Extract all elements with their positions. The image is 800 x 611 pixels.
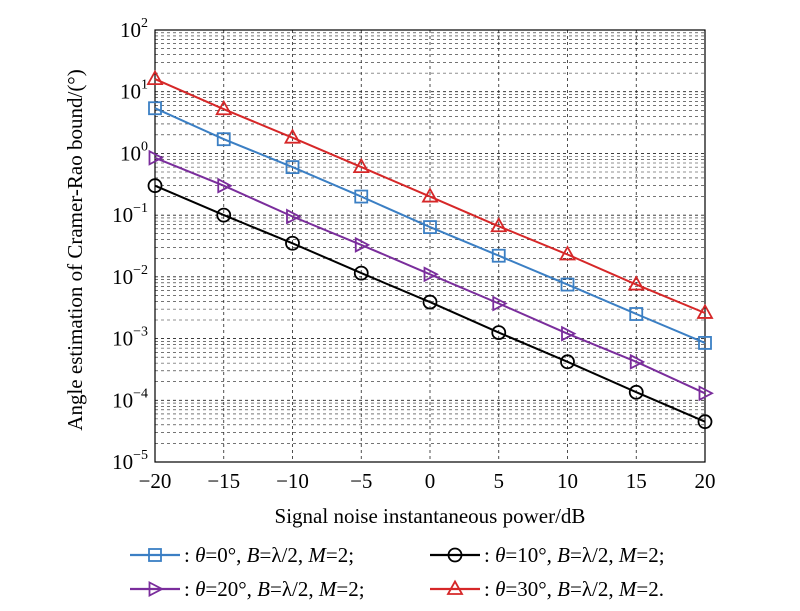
data-point (283, 128, 302, 144)
legend-marker (447, 547, 463, 563)
data-point (696, 303, 714, 319)
data-point (490, 216, 508, 233)
series-triangle-up (146, 69, 714, 319)
data-point (354, 236, 371, 253)
data-point (216, 132, 231, 147)
x-tick-label: 5 (494, 469, 505, 493)
data-point (423, 220, 437, 235)
x-tick-label: 0 (425, 469, 436, 493)
data-point (353, 265, 369, 281)
data-point (558, 245, 577, 261)
legend-item: : θ=0°, B=λ/2, M=2; (130, 543, 354, 567)
legend-label: : θ=30°, B=λ/2, M=2. (484, 577, 664, 601)
y-tick-label: 101 (120, 78, 148, 104)
series-layer (146, 69, 714, 430)
plot-frame (154, 29, 706, 463)
series-square (148, 101, 712, 350)
y-tick-label: 100 (120, 139, 148, 165)
series-line (154, 156, 706, 395)
data-point (216, 207, 232, 223)
y-tick-label: 102 (120, 16, 148, 42)
x-tick-label: −10 (276, 469, 309, 493)
x-axis-title: Signal noise instantaneous power/dB (275, 504, 586, 528)
data-point (698, 336, 712, 350)
data-point (285, 160, 300, 175)
legend-marker (446, 579, 464, 595)
grid (154, 30, 706, 463)
data-point (148, 101, 162, 116)
x-tick-label: −20 (139, 469, 172, 493)
legend-marker (148, 548, 162, 562)
data-point (560, 277, 575, 292)
data-point (146, 69, 164, 86)
series-line (154, 184, 706, 423)
legend-item: : θ=30°, B=λ/2, M=2. (430, 577, 664, 601)
data-point (147, 178, 163, 194)
legend: : θ=0°, B=λ/2, M=2; : θ=10°, B=λ/2, M=2;:… (130, 543, 665, 601)
y-tick-label: 10−3 (112, 325, 148, 351)
data-point (492, 295, 508, 312)
series-circle (147, 178, 713, 430)
x-tick-label: 15 (626, 469, 647, 493)
legend-label: : θ=0°, B=λ/2, M=2; (184, 543, 354, 567)
data-point (422, 294, 438, 310)
y-tick-label: 10−1 (112, 201, 148, 227)
data-point (629, 353, 646, 370)
series-line (154, 78, 706, 314)
data-point (286, 208, 302, 225)
y-tick-label: 10−4 (112, 386, 148, 412)
data-point (352, 157, 370, 174)
legend-item: : θ=10°, B=λ/2, M=2; (430, 543, 665, 567)
data-point (697, 414, 713, 430)
y-tick-label: 10−5 (112, 448, 148, 474)
x-tick-labels: −20 −15 −10 −5 0 5 10 15 20 (139, 469, 716, 493)
data-point (561, 325, 577, 342)
y-axis-title: Angle estimation of Cramer-Rao bound/(°) (63, 69, 87, 430)
data-point (285, 235, 300, 251)
legend-label: : θ=20°, B=λ/2, M=2; (184, 577, 365, 601)
series-line (154, 107, 706, 344)
y-tick-labels: 10−5 10−4 10−3 10−2 10−1 100 101 102 (112, 16, 148, 474)
data-point (217, 177, 233, 194)
legend-label: : θ=10°, B=λ/2, M=2; (484, 543, 665, 567)
data-point (423, 266, 439, 283)
data-point (421, 187, 439, 203)
data-point (627, 275, 645, 291)
x-tick-label: −15 (207, 469, 240, 493)
data-point (560, 354, 575, 370)
legend-marker (148, 581, 164, 597)
x-tick-label: 10 (557, 469, 578, 493)
data-point (215, 99, 233, 116)
y-tick-label: 10−2 (112, 263, 148, 289)
series-triangle-right (148, 149, 714, 402)
data-point (629, 307, 644, 321)
legend-item: : θ=20°, B=λ/2, M=2; (130, 577, 365, 601)
data-point (354, 189, 369, 204)
data-point (491, 325, 507, 340)
x-tick-label: 20 (695, 469, 716, 493)
data-point (491, 248, 506, 263)
data-point (628, 384, 644, 400)
x-tick-label: −5 (350, 469, 372, 493)
data-point (698, 385, 714, 402)
data-point (148, 149, 164, 166)
